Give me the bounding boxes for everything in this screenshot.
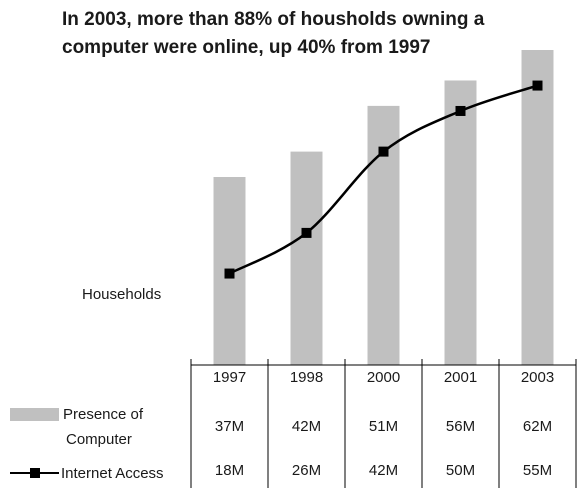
bar-2001 — [444, 80, 477, 365]
bar-1998 — [290, 151, 323, 365]
legend-marker-internet — [30, 468, 40, 478]
legend-label-computer-2: Computer — [66, 431, 132, 448]
chart-title-line-2: computer were online, up 40% from 1997 — [62, 37, 431, 58]
internet-value-2000: 42M — [369, 462, 398, 479]
bars — [213, 50, 554, 366]
internet-access-point-2003 — [532, 80, 543, 91]
computer-value-1997: 37M — [215, 418, 244, 435]
legend: Presence of Computer Internet Access — [10, 406, 164, 482]
internet-access-point-2001 — [455, 105, 466, 116]
internet-value-1998: 26M — [292, 462, 321, 479]
category-label-1998: 1998 — [290, 369, 323, 386]
computer-value-2001: 56M — [446, 418, 475, 435]
category-label-2001: 2001 — [444, 369, 477, 386]
internet-access-point-2000 — [378, 146, 389, 157]
chart-title-line-1: In 2003, more than 88% of housholds owni… — [62, 9, 485, 30]
computer-value-2000: 51M — [369, 418, 398, 435]
legend-label-computer-1: Presence of — [63, 406, 144, 423]
internet-value-2003: 55M — [523, 462, 552, 479]
bar-2003 — [521, 50, 554, 365]
data-table: 1997 1998 2000 2001 2003 37M 42M 51M 56M 62M 18M 26… — [213, 369, 554, 479]
category-label-2000: 2000 — [367, 369, 400, 386]
internet-value-2001: 50M — [446, 462, 475, 479]
legend-label-internet: Internet Access — [61, 465, 164, 482]
category-label-2003: 2003 — [521, 369, 554, 386]
category-label-1997: 1997 — [213, 369, 246, 386]
computer-value-1998: 42M — [292, 418, 321, 435]
internet-access-series — [224, 80, 543, 279]
internet-access-point-1997 — [224, 268, 235, 279]
data-table-grid — [190, 359, 577, 488]
y-axis-label: Households — [82, 286, 161, 303]
internet-access-point-1998 — [301, 227, 312, 238]
internet-value-1997: 18M — [215, 462, 244, 479]
computer-value-2003: 62M — [523, 418, 552, 435]
legend-swatch-computer — [10, 408, 59, 421]
chart-title: In 2003, more than 88% of housholds owni… — [62, 6, 572, 62]
